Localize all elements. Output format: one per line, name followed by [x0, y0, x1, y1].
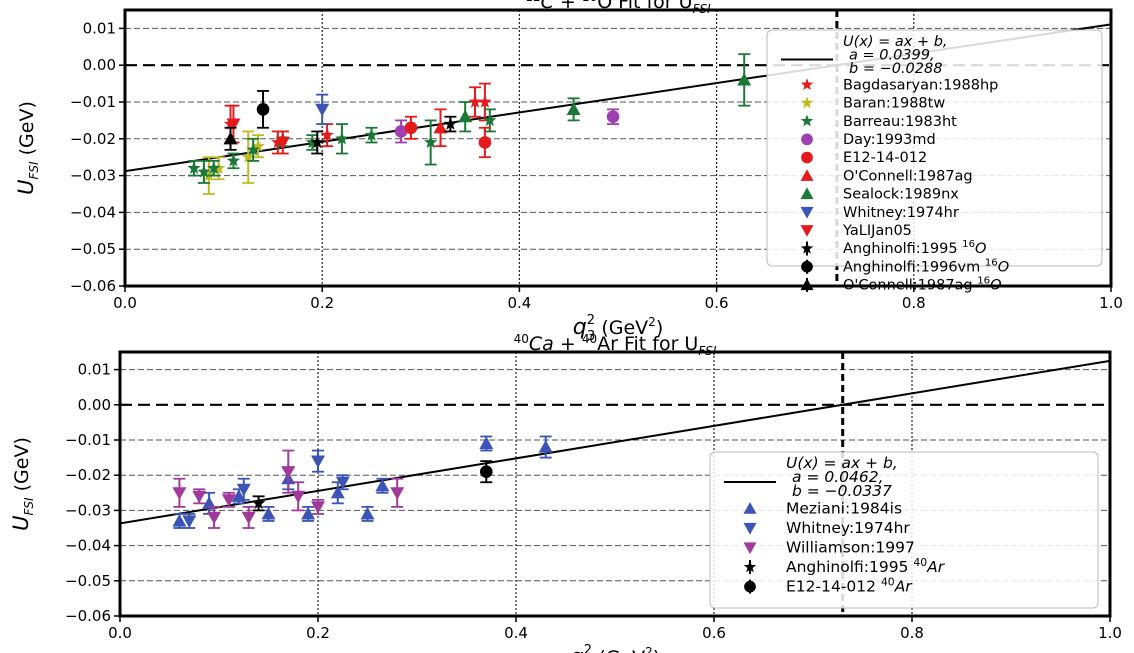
- x-tick-label: 1.0: [1098, 624, 1122, 642]
- data-point: [291, 491, 305, 504]
- chart-panel-c12-o16: 0.010.00−0.01−0.02−0.03−0.04−0.05−0.060.…: [14, 0, 1123, 344]
- legend-label: Williamson:1997: [786, 539, 915, 557]
- legend-label: YaLIJan05: [842, 223, 912, 239]
- legend-label: Meziani:1984is: [786, 500, 902, 518]
- legend-marker: [801, 261, 813, 273]
- y-tick-label: −0.03: [70, 167, 116, 185]
- legend-label: Day:1993md: [843, 132, 936, 148]
- legend-marker: [801, 133, 813, 145]
- data-point: [315, 104, 329, 117]
- data-point: [405, 121, 418, 134]
- series-9: [311, 117, 457, 154]
- data-point: [192, 491, 206, 504]
- legend-label: Anghinolfi:1996vm 16O: [843, 257, 1009, 275]
- y-tick-label: −0.04: [70, 203, 116, 221]
- data-point: [172, 487, 186, 500]
- legend-label: O'Connell:1987ag: [843, 168, 973, 184]
- x-tick-label: 0.8: [902, 294, 926, 312]
- x-tick-label: 0.0: [113, 294, 137, 312]
- y-tick-label: −0.04: [65, 537, 111, 555]
- y-tick-label: −0.01: [65, 431, 111, 449]
- data-point: [207, 512, 221, 525]
- x-tick-label: 0.4: [507, 294, 531, 312]
- legend-marker: [801, 152, 813, 164]
- data-point: [257, 103, 270, 116]
- legend-label: E12-14-012 40Ar: [786, 576, 913, 596]
- x-tick-label: 0.2: [310, 294, 334, 312]
- legend: U(x) = ax + b,a = 0.0462,b = −0.0337Mezi…: [710, 452, 1098, 608]
- legend: U(x) = ax + b,a = 0.0399,b = −0.0288Bagd…: [767, 30, 1102, 294]
- data-point: [479, 136, 492, 149]
- legend-fit-label: b = −0.0337: [792, 482, 892, 500]
- y-tick-label: 0.01: [83, 19, 116, 37]
- chart-panel-ca40-ar40: 0.010.00−0.01−0.02−0.03−0.04−0.05−0.060.…: [9, 332, 1122, 653]
- data-point: [262, 507, 276, 520]
- y-axis-label: UFSI (GeV): [9, 437, 36, 531]
- x-tick-label: 0.4: [504, 624, 528, 642]
- data-point: [361, 507, 375, 520]
- legend-label: Sealock:1989nx: [843, 187, 959, 203]
- x-tick-label: 1.0: [1099, 294, 1123, 312]
- data-point: [390, 487, 404, 500]
- series-7: [315, 95, 329, 124]
- legend-label: Bagdasaryan:1988hp: [843, 77, 998, 93]
- data-point: [479, 437, 493, 450]
- x-axis-label: q23 (GeV2): [570, 643, 660, 653]
- x-tick-label: 0.0: [108, 624, 132, 642]
- data-point: [539, 440, 553, 453]
- legend-label: Whitney:1974hr: [843, 205, 959, 221]
- data-point: [607, 110, 620, 123]
- x-tick-label: 0.6: [702, 624, 726, 642]
- y-tick-label: −0.05: [70, 240, 116, 258]
- chart-title: 40Ca + 40Ar Fit for UFSI: [514, 332, 717, 358]
- data-point: [242, 512, 256, 525]
- y-tick-label: −0.03: [65, 501, 111, 519]
- y-tick-label: 0.01: [78, 361, 111, 379]
- legend-label: Barreau:1983ht: [843, 114, 957, 130]
- data-point: [281, 466, 295, 479]
- y-tick-label: −0.01: [70, 93, 116, 111]
- y-tick-label: −0.06: [65, 607, 111, 625]
- data-point: [480, 465, 493, 478]
- x-tick-label: 0.8: [900, 624, 924, 642]
- legend-label: Baran:1988tw: [843, 96, 945, 112]
- series-3: [252, 496, 265, 510]
- y-tick-label: −0.06: [70, 277, 116, 295]
- y-tick-label: −0.02: [65, 466, 111, 484]
- legend-marker: [801, 278, 814, 290]
- legend-fit-label: b = −0.0288: [849, 61, 942, 77]
- legend-label: O'Connell:1987ag 16O: [843, 276, 1002, 294]
- y-axis-label: UFSI (GeV): [14, 101, 41, 195]
- legend-label: Whitney:1974hr: [786, 519, 910, 537]
- y-tick-label: 0.00: [83, 56, 116, 74]
- legend-marker: [744, 581, 756, 593]
- y-tick-label: −0.02: [70, 130, 116, 148]
- y-tick-label: −0.05: [65, 572, 111, 590]
- data-point: [224, 132, 238, 145]
- chart-title: 12C + 16O Fit for UFSI: [525, 0, 711, 16]
- x-tick-label: 0.2: [306, 624, 330, 642]
- legend-label: E12-14-012: [843, 150, 927, 166]
- x-tick-label: 0.6: [705, 294, 729, 312]
- data-point: [311, 456, 325, 469]
- series-0: [172, 436, 552, 528]
- y-tick-label: 0.00: [78, 396, 111, 414]
- series-10: [257, 91, 270, 128]
